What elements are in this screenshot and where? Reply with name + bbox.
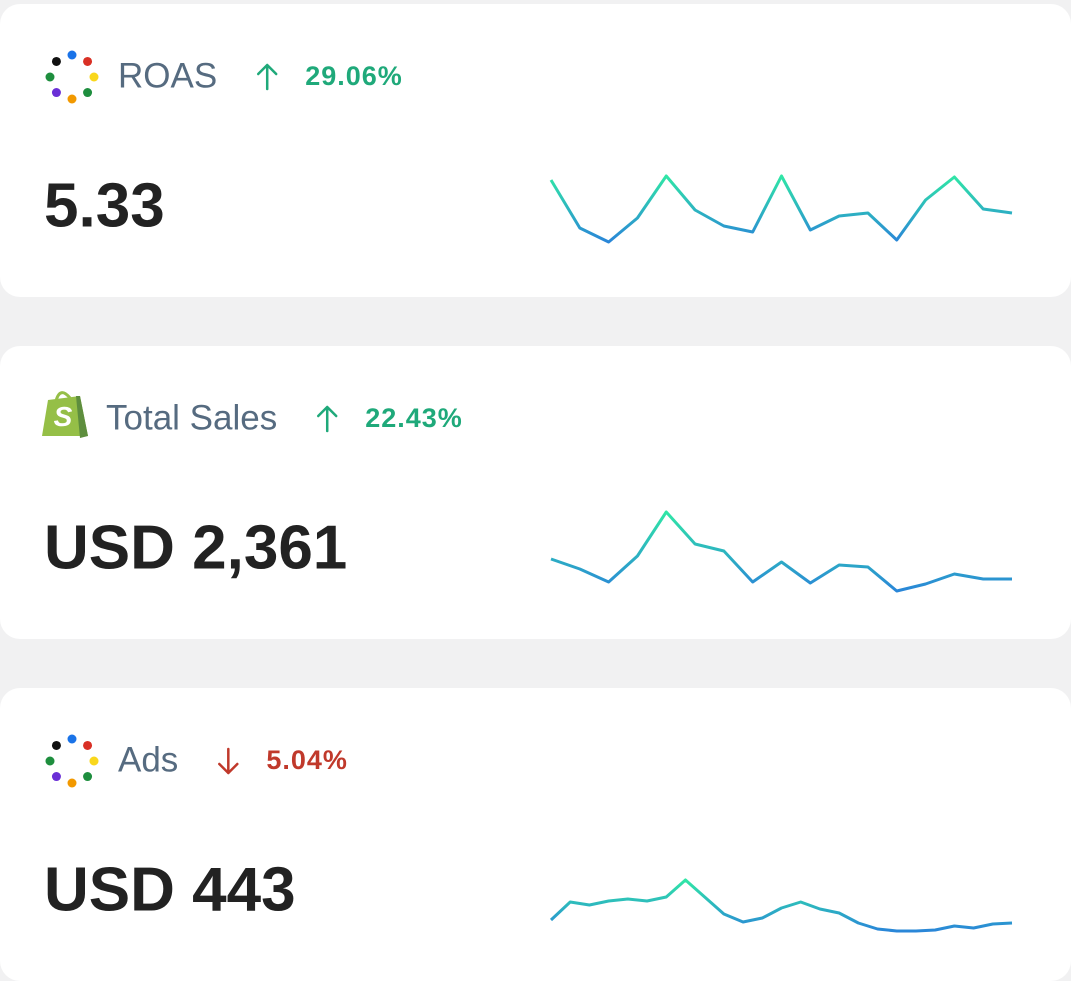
icon-dot: [67, 734, 77, 744]
icon-dot: [45, 756, 55, 766]
icon-dot: [83, 56, 93, 66]
icon-dot: [83, 772, 93, 782]
change-percent: 29.06%: [305, 61, 403, 91]
icon-dot: [67, 778, 77, 788]
metric-card: S Total Sales 22.43% USD 2,361: [0, 346, 1071, 639]
icon-dot: [67, 50, 77, 60]
card-title: Ads: [118, 740, 178, 779]
metric-value: 5.33: [44, 171, 165, 240]
icon-dot: [45, 72, 55, 82]
shop-handle: [54, 391, 72, 402]
arrow-down: [218, 747, 239, 775]
card-bg: [0, 688, 1071, 981]
sparkline: [549, 878, 1013, 933]
card-title: ROAS: [118, 56, 217, 95]
sparkline: [550, 510, 1012, 593]
icon-dot: [51, 88, 61, 98]
shop-bag-fold: [76, 396, 88, 438]
metric-card: Ads 5.04% USD 443: [0, 688, 1071, 981]
card-title: Total Sales: [106, 398, 277, 437]
icon-dot: [51, 740, 61, 750]
card-bg: [0, 346, 1071, 639]
arrow-up: [256, 63, 278, 91]
metric-card: ROAS 29.06% 5.33: [0, 4, 1071, 297]
metric-value: USD 2,361: [44, 513, 347, 582]
icon-dot: [89, 72, 99, 82]
icon-dot: [67, 94, 77, 104]
metric-value: USD 443: [44, 855, 296, 924]
shop-bag: [42, 396, 88, 436]
icon-dot: [51, 56, 61, 66]
change-percent: 5.04%: [266, 745, 348, 775]
shop-s: S: [54, 401, 73, 432]
arrow-up: [316, 405, 338, 433]
change-percent: 22.43%: [365, 403, 463, 433]
icon-dot: [51, 772, 61, 782]
icon-dot: [83, 740, 93, 750]
card-bg: [0, 4, 1071, 297]
icon-dot: [83, 88, 93, 98]
icon-dot: [89, 756, 99, 766]
sparkline: [549, 174, 1013, 244]
